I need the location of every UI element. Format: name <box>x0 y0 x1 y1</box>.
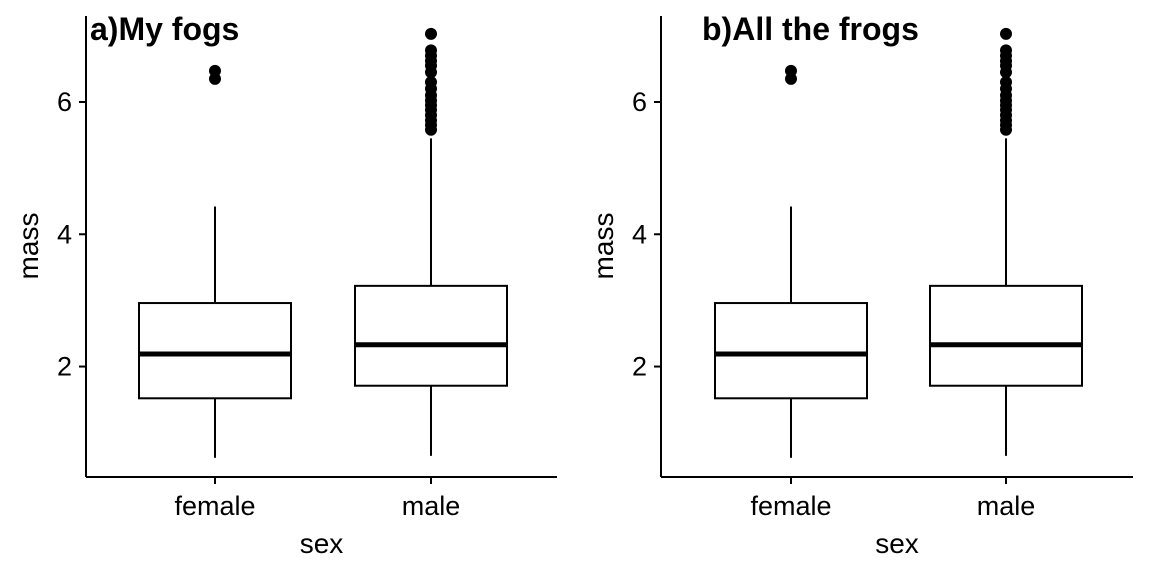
iqr-box <box>929 284 1083 387</box>
iqr-box <box>354 284 508 387</box>
x-tick-label-female: female <box>174 491 255 521</box>
y-tick-label: 2 <box>632 352 647 382</box>
y-tick-label: 2 <box>57 352 72 382</box>
x-axis-title: sex <box>875 528 919 559</box>
x-tick-label-female: female <box>750 491 831 521</box>
x-axis-title: sex <box>300 528 344 559</box>
outlier-point <box>209 64 221 77</box>
x-tick-label-male: male <box>977 491 1036 521</box>
outlier-point <box>425 76 437 89</box>
panel-title: b)All the frogs <box>702 11 919 47</box>
iqr-box <box>138 302 292 400</box>
panel-a: 2 4 6 female male sex mass a)My fogs <box>13 11 557 559</box>
box-female <box>138 64 292 458</box>
outlier-point <box>425 27 437 40</box>
box-male <box>929 27 1083 456</box>
panel-title: a)My fogs <box>90 11 239 47</box>
y-tick-label: 6 <box>57 87 72 117</box>
outlier-point <box>785 64 797 77</box>
outlier-point <box>425 44 437 57</box>
y-tick-label: 4 <box>632 219 647 249</box>
outlier-point <box>1000 76 1012 89</box>
y-tick-label: 6 <box>632 87 647 117</box>
panel-b: 2 4 6 female male sex mass b)All the frogs <box>588 11 1133 559</box>
y-tick-label: 4 <box>57 219 72 249</box>
y-axis-title: mass <box>13 213 44 280</box>
y-axis-title: mass <box>588 213 619 280</box>
box-male <box>354 27 508 456</box>
box-female <box>714 64 868 458</box>
outlier-point <box>1000 27 1012 40</box>
outlier-point <box>1000 44 1012 57</box>
iqr-box <box>714 302 868 400</box>
x-tick-label-male: male <box>402 491 461 521</box>
